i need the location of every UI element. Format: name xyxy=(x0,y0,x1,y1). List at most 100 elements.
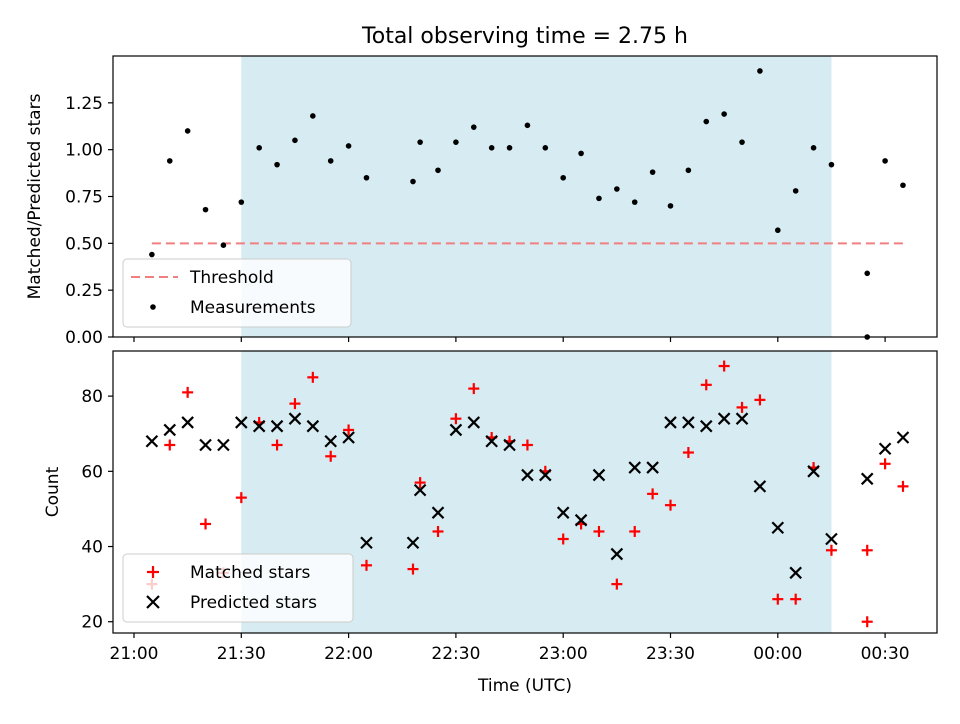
legend-matched-swatch xyxy=(147,566,159,578)
ratio-y-tick-label: 0.00 xyxy=(65,328,103,348)
matched-star-point xyxy=(682,447,694,459)
measurement-point xyxy=(166,158,173,164)
measurement-point xyxy=(238,199,245,205)
predicted-star-point xyxy=(306,419,320,433)
matched-star-point xyxy=(343,424,355,436)
matched-star-point xyxy=(879,458,891,470)
legend-threshold-label: Threshold xyxy=(189,268,274,288)
measurement-point xyxy=(417,139,423,145)
matched-star-point xyxy=(629,525,641,537)
predicted-star-point xyxy=(181,416,194,429)
matched-star-point xyxy=(271,439,283,451)
predicted-star-point xyxy=(574,513,588,527)
x-tick-label: 23:30 xyxy=(646,644,695,664)
predicted-star-point xyxy=(324,434,337,448)
legend-measurements-swatch xyxy=(150,304,156,310)
matched-star-point xyxy=(790,593,802,605)
matched-star-point xyxy=(861,616,873,628)
predicted-star-point xyxy=(825,532,838,546)
legend-predicted-swatch xyxy=(146,595,160,609)
measurement-point xyxy=(327,158,334,164)
matched-star-point xyxy=(164,439,176,451)
count-y-tick-label: 60 xyxy=(81,462,103,482)
measurement-point xyxy=(453,139,459,145)
measurement-point xyxy=(828,161,835,168)
matched-star-point xyxy=(825,544,837,556)
matched-star-point xyxy=(307,371,319,383)
matched-star-point xyxy=(754,394,766,406)
measurement-point xyxy=(202,206,209,213)
predicted-star-point xyxy=(342,431,355,444)
measurement-point xyxy=(864,270,871,277)
count-y-tick-label: 20 xyxy=(81,613,103,633)
measurement-point xyxy=(470,124,477,130)
x-tick-label: 00:30 xyxy=(861,644,910,664)
predicted-star-point xyxy=(610,547,624,561)
measurement-point xyxy=(792,188,799,194)
matched-star-point xyxy=(200,518,212,530)
predicted-star-point xyxy=(360,536,373,550)
x-tick-label: 21:30 xyxy=(217,644,266,664)
ratio-legend-box xyxy=(122,258,352,328)
measurement-point xyxy=(721,111,727,117)
predicted-star-point xyxy=(145,434,159,448)
measurement-point xyxy=(900,182,906,189)
matched-star-point xyxy=(360,559,372,571)
measurement-point xyxy=(703,118,710,125)
measurement-point xyxy=(184,128,191,134)
measurement-point xyxy=(410,178,416,185)
measurement-point xyxy=(274,161,280,168)
matched-star-point xyxy=(414,477,426,489)
count-panel: 21:00 21:30 22:00 22:30 23:00 23:30 00:00 00:30… xyxy=(43,350,938,664)
matched-star-point xyxy=(897,480,909,492)
ratio-y-tick-label: 1.25 xyxy=(65,94,103,114)
predicted-star-point xyxy=(735,412,749,425)
predicted-star-point xyxy=(860,472,874,486)
predicted-star-point xyxy=(592,468,606,482)
measurement-point xyxy=(524,122,531,129)
measurement-point xyxy=(667,203,674,209)
x-tick-label: 21:00 xyxy=(110,644,159,664)
predicted-star-point xyxy=(521,468,534,482)
matched-star-point xyxy=(772,593,784,605)
measurement-point xyxy=(596,195,602,202)
measurement-point xyxy=(220,242,227,249)
matched-star-point xyxy=(521,439,533,451)
count-y-tick-label: 80 xyxy=(81,387,103,407)
measurement-point xyxy=(810,144,817,151)
predicted-star-point xyxy=(503,438,516,452)
predicted-star-point xyxy=(485,434,498,448)
count-y-tick-label: 40 xyxy=(81,538,103,558)
ratio-y-axis-label: Matched/Predicted stars xyxy=(25,93,45,299)
predicted-star-point xyxy=(288,412,302,425)
measurement-point xyxy=(345,143,352,149)
predicted-star-point xyxy=(771,521,785,534)
legend-matched-label: Matched stars xyxy=(190,563,310,583)
matched-star-point xyxy=(289,398,301,410)
x-tick-label: 22:30 xyxy=(431,644,480,664)
x-tick-label: 00:00 xyxy=(753,644,802,664)
matched-star-point xyxy=(450,413,462,425)
matched-star-point xyxy=(325,450,337,462)
ratio-y-tick-label: 0.25 xyxy=(65,281,103,301)
predicted-star-point xyxy=(217,438,230,452)
measurement-point xyxy=(292,137,298,144)
predicted-star-point xyxy=(717,412,731,425)
ratio-y-tick-label: 0.75 xyxy=(65,188,103,208)
measurement-point xyxy=(631,199,638,205)
count-panel-frame xyxy=(112,350,938,634)
matched-star-point xyxy=(718,360,730,372)
measurement-point xyxy=(149,251,155,258)
predicted-star-point xyxy=(467,416,481,429)
predicted-star-point xyxy=(664,416,677,429)
chart-title: Total observing time = 2.75 h xyxy=(361,24,688,49)
measurement-point xyxy=(775,227,781,234)
count-legend: Matched stars Predicted stars xyxy=(122,553,354,623)
ratio-panel: 0.00 0.25 0.50 0.75 1.00 1.25 Matched/Predict… xyxy=(25,55,938,348)
matched-star-point xyxy=(736,401,748,413)
matched-star-point xyxy=(861,544,873,556)
x-tick-label: 23:00 xyxy=(539,644,588,664)
matched-star-point xyxy=(182,386,194,398)
measurement-point xyxy=(649,169,656,175)
